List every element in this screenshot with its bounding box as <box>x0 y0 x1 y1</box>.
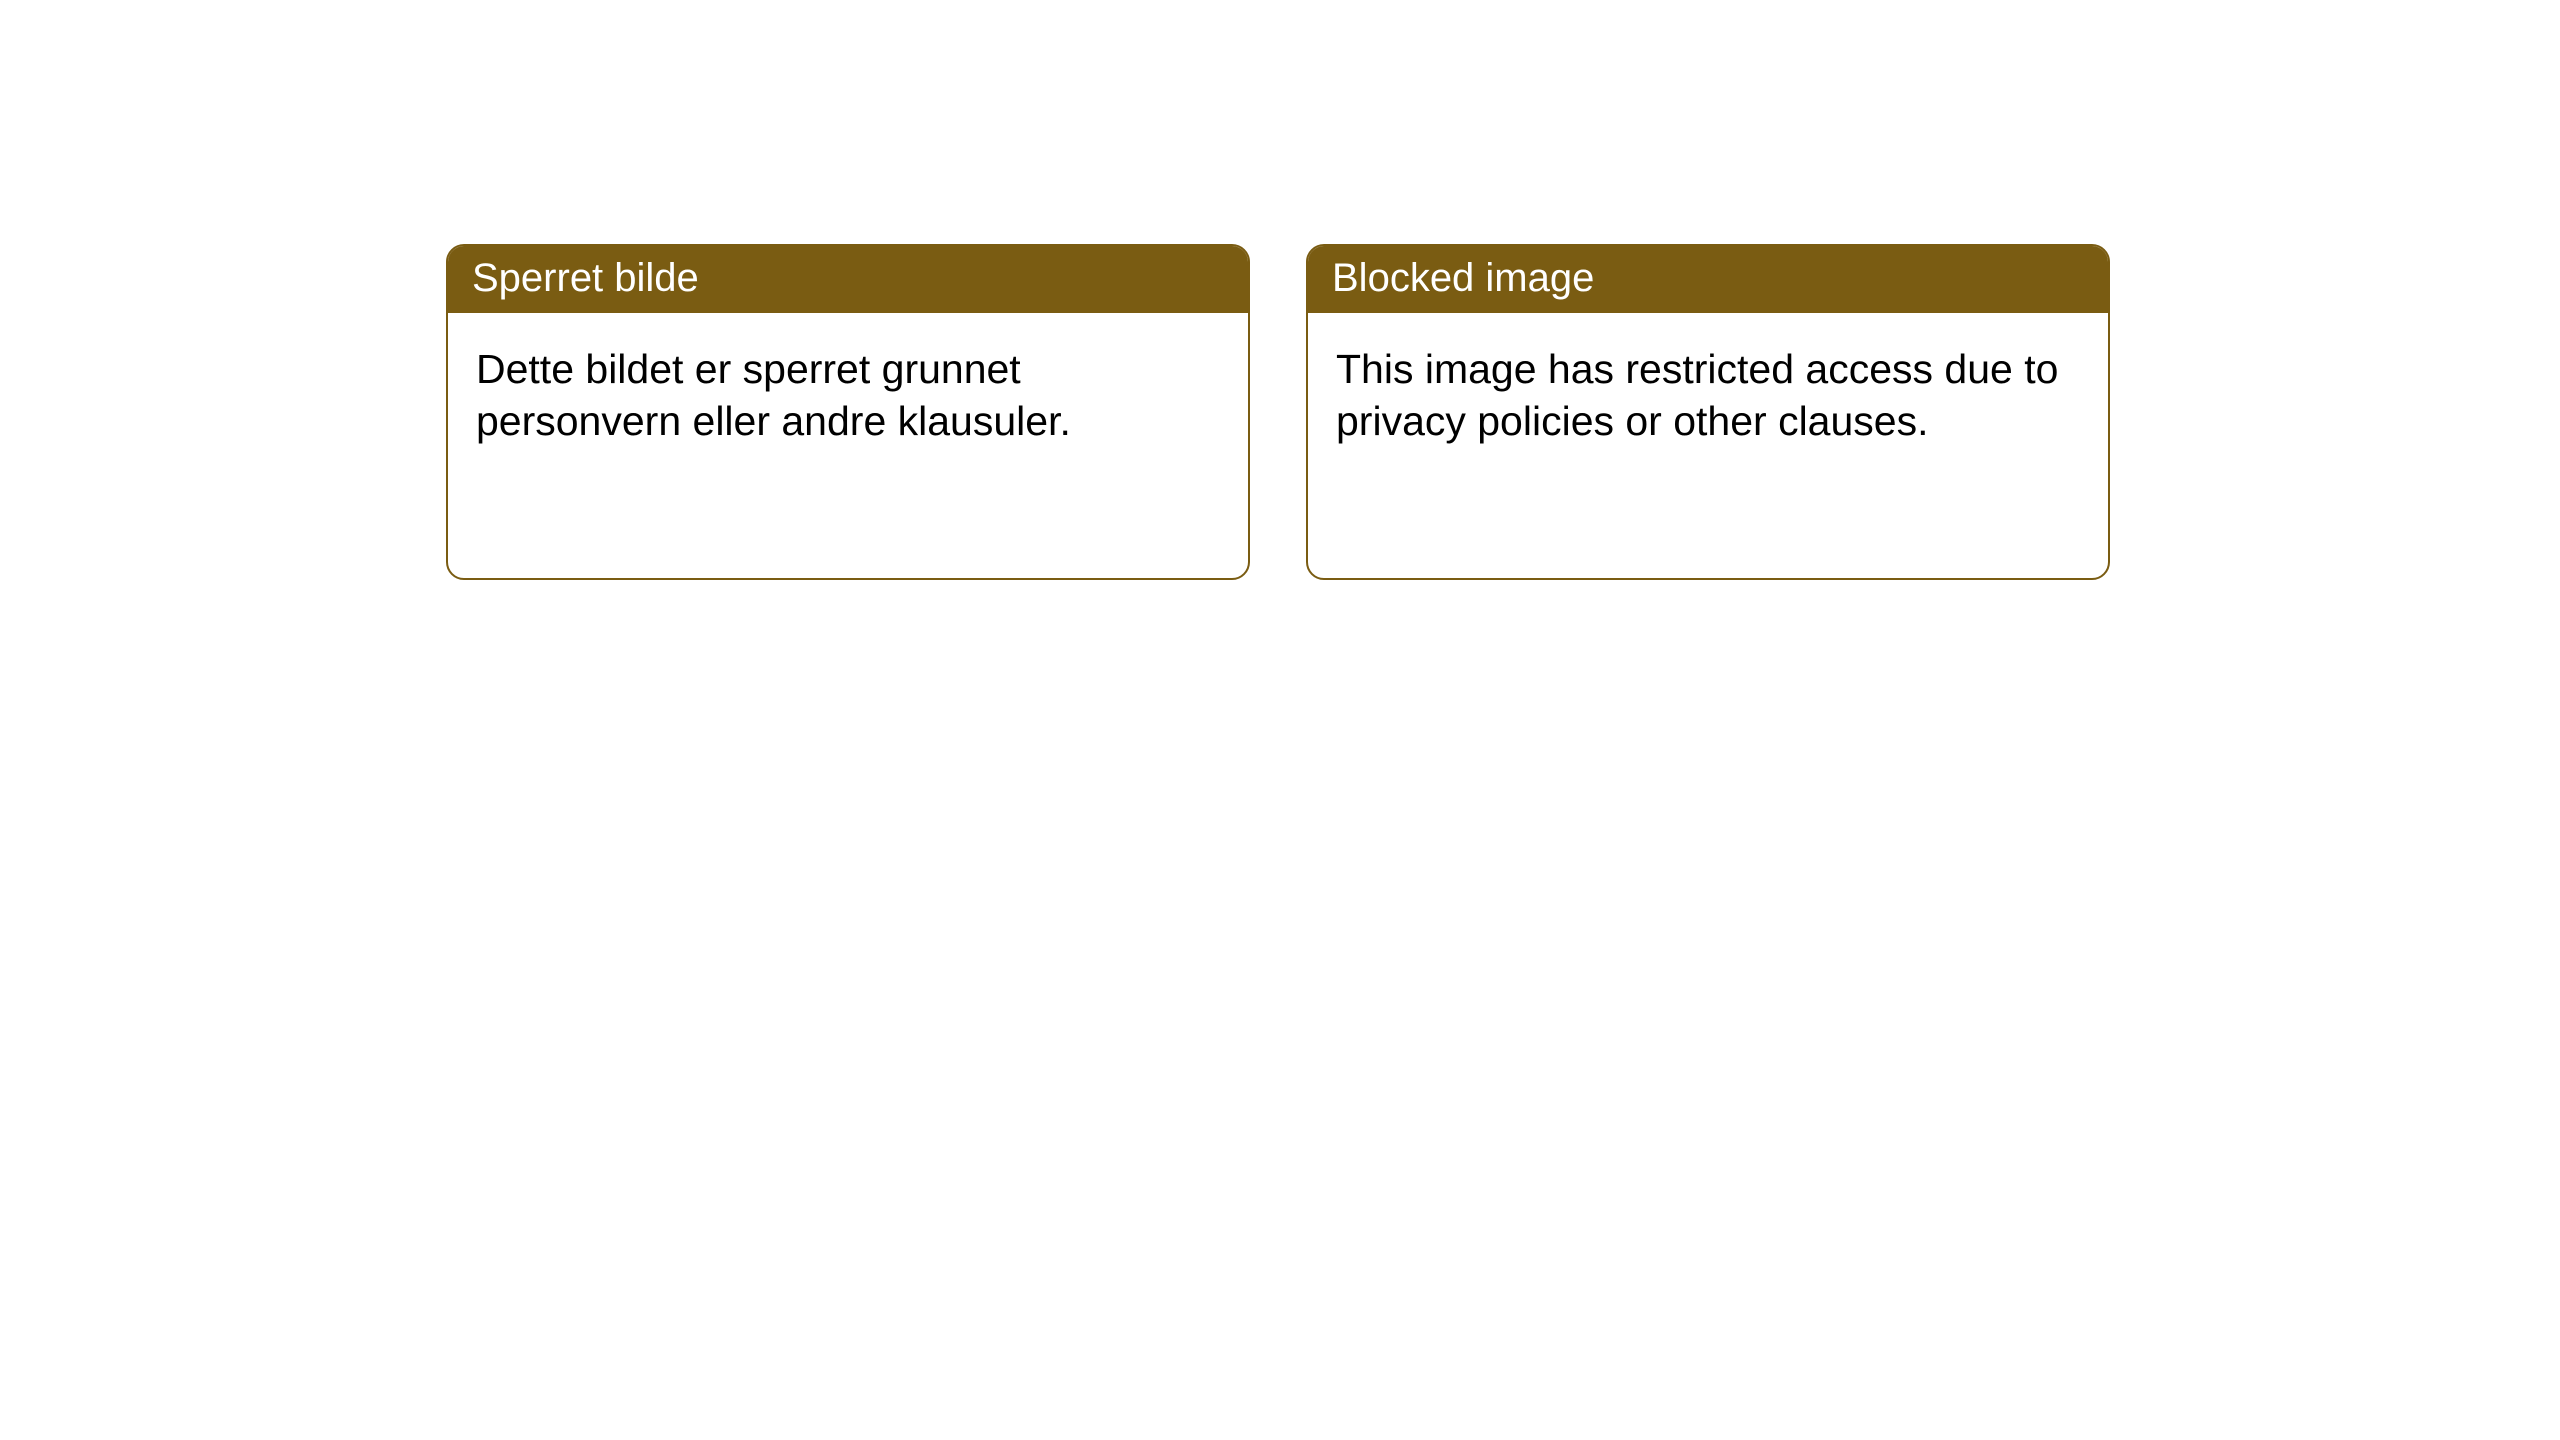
card-header: Blocked image <box>1308 246 2108 313</box>
notice-card-norwegian: Sperret bilde Dette bildet er sperret gr… <box>446 244 1250 580</box>
card-body: This image has restricted access due to … <box>1308 313 2108 478</box>
notice-cards-container: Sperret bilde Dette bildet er sperret gr… <box>446 244 2110 580</box>
card-header: Sperret bilde <box>448 246 1248 313</box>
card-body: Dette bildet er sperret grunnet personve… <box>448 313 1248 478</box>
notice-card-english: Blocked image This image has restricted … <box>1306 244 2110 580</box>
